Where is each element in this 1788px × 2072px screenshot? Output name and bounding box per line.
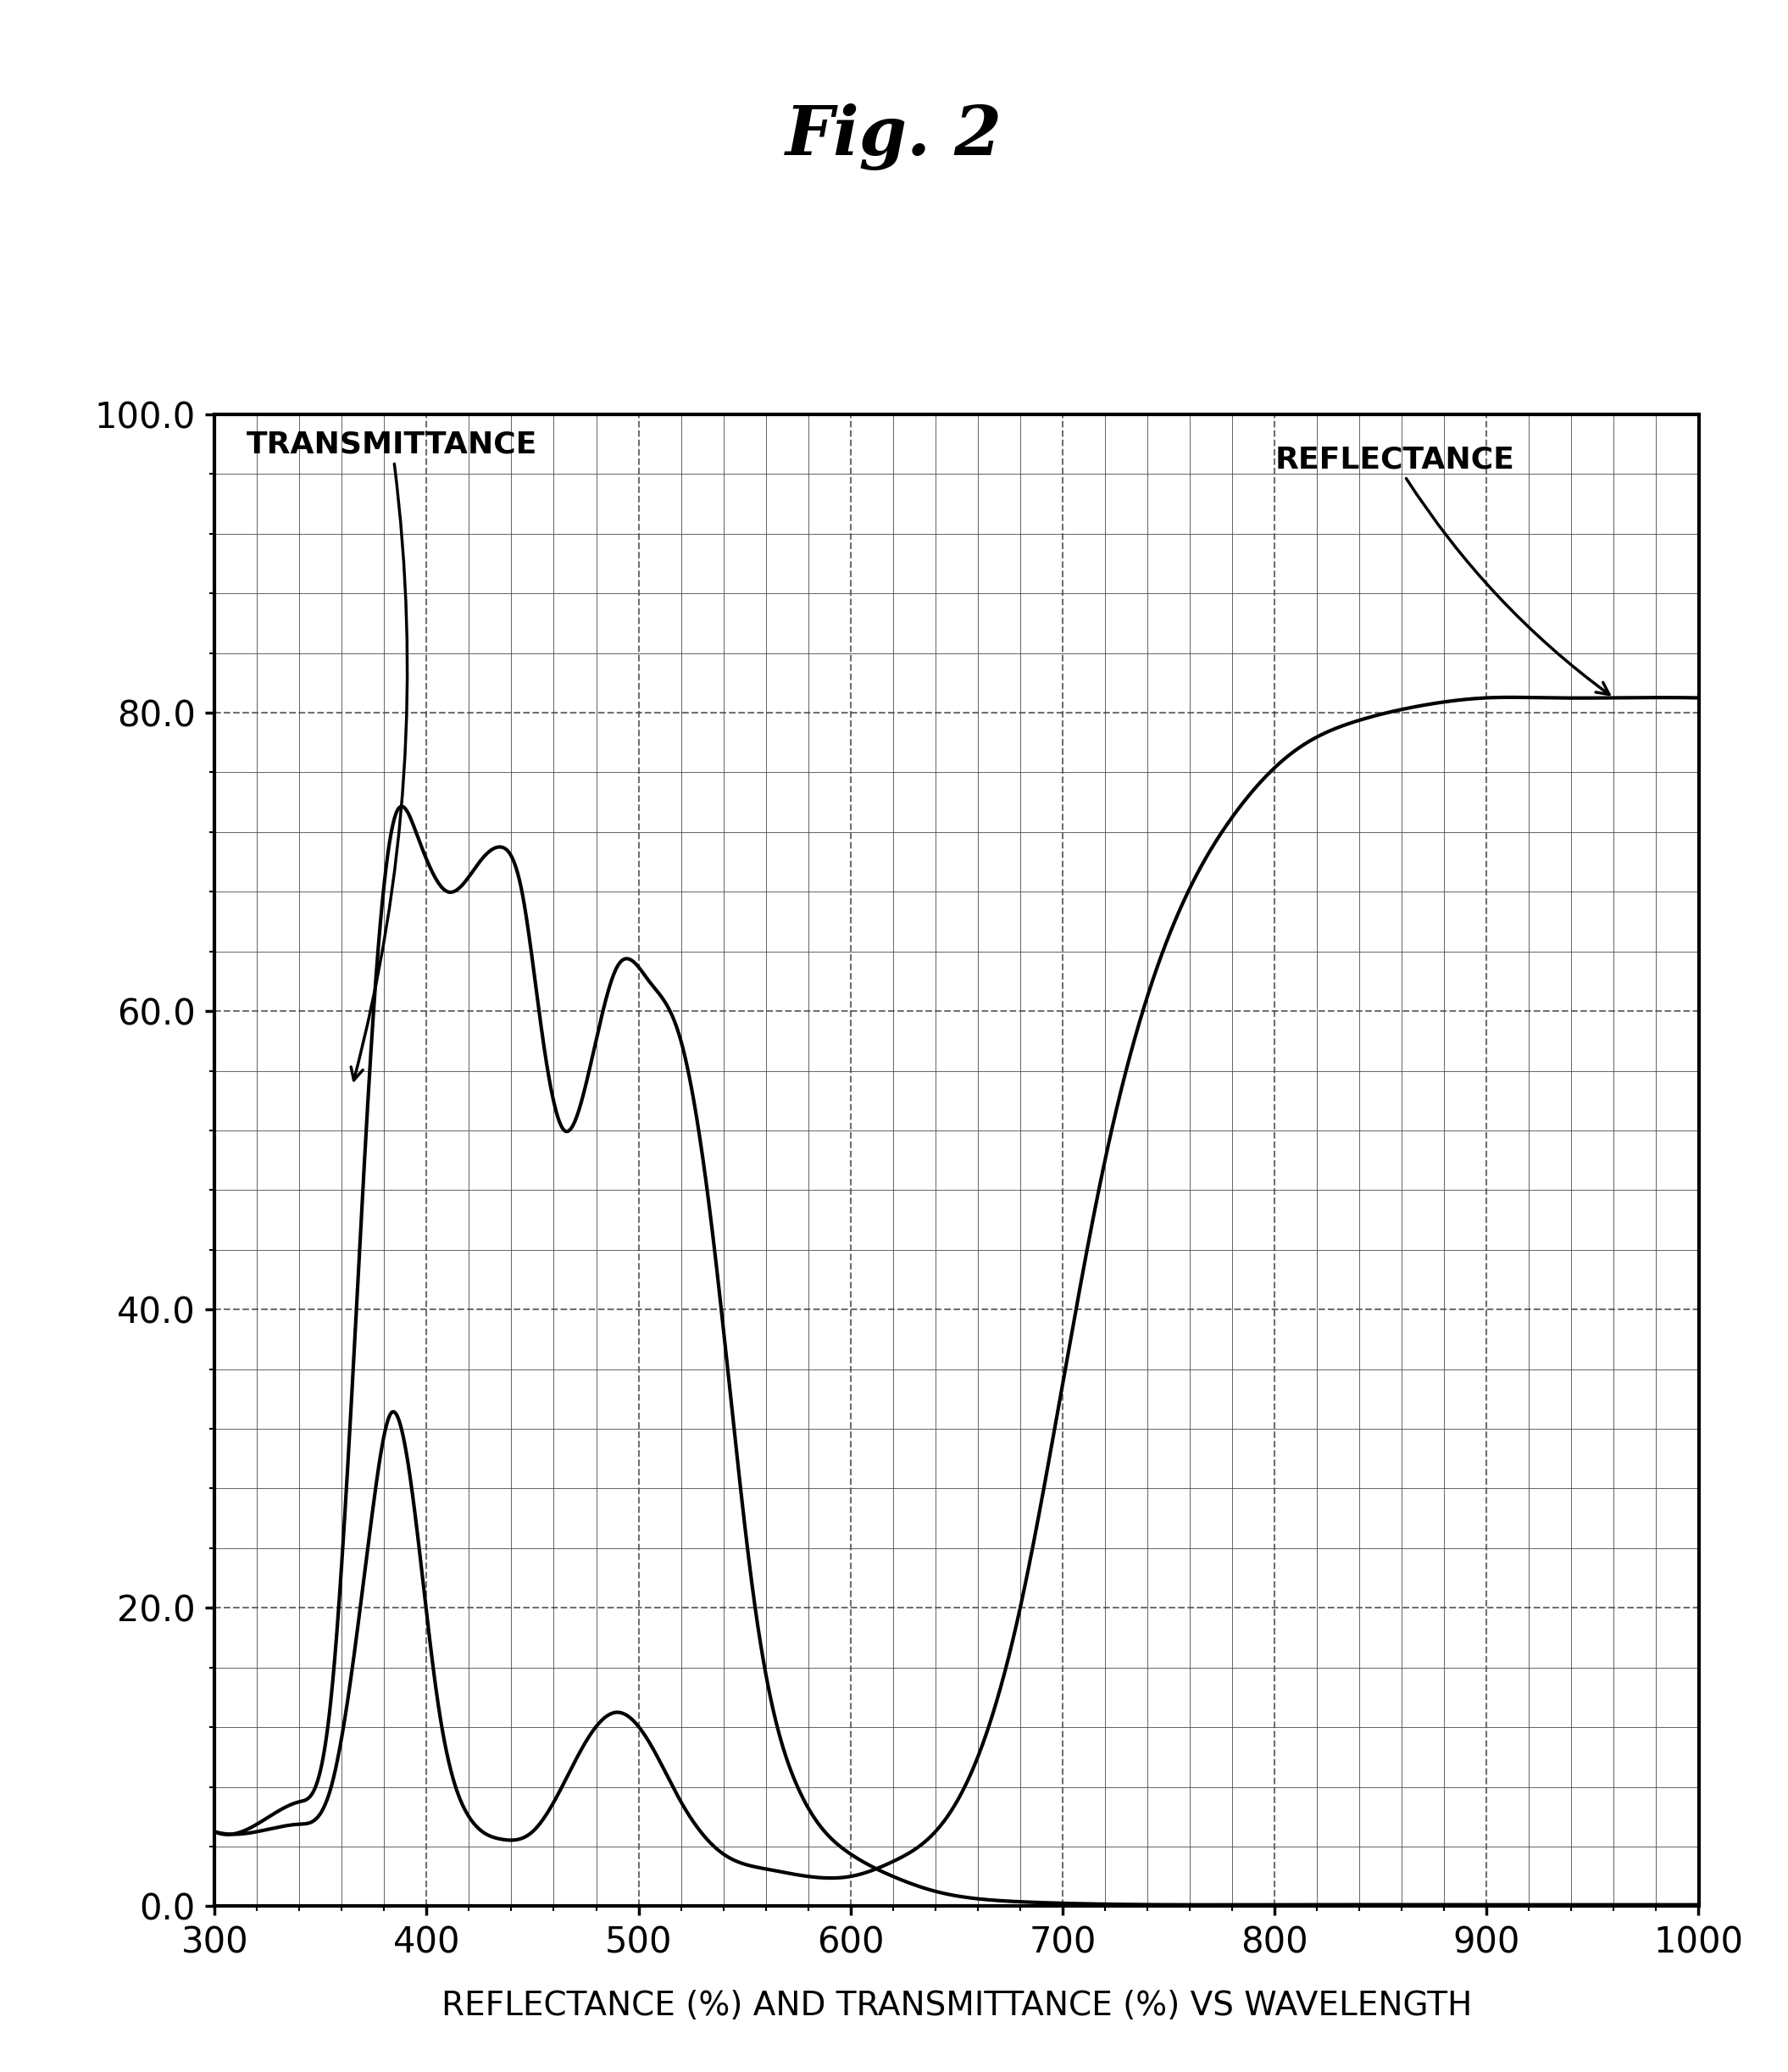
Text: TRANSMITTANCE: TRANSMITTANCE xyxy=(247,431,538,1080)
Text: REFLECTANCE: REFLECTANCE xyxy=(1275,445,1609,694)
Text: Fig. 2: Fig. 2 xyxy=(785,104,1003,170)
X-axis label: REFLECTANCE (%) AND TRANSMITTANCE (%) VS WAVELENGTH: REFLECTANCE (%) AND TRANSMITTANCE (%) VS… xyxy=(442,1989,1472,2022)
